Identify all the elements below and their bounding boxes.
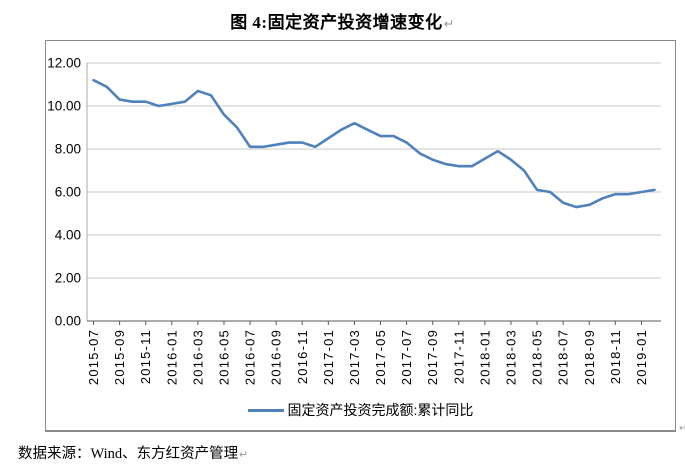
y-axis-label: 8.00 [55,142,81,157]
x-axis-label: 2017-09 [425,329,440,385]
data-series-line [92,78,656,209]
x-axis-label: 2016-01 [164,329,179,385]
x-axis-label: 2018-03 [503,329,518,385]
y-axis-label: 2.00 [55,271,81,286]
x-axis-label: 2016-09 [269,329,284,385]
x-axis-label: 2017-11 [451,329,466,384]
x-axis-label: 2017-01 [321,329,336,385]
legend-line-swatch [247,408,284,412]
x-axis-label: 2016-05 [216,329,231,385]
x-axis-label: 2016-11 [295,329,310,384]
x-axis-label: 2015-07 [86,329,101,385]
x-axis-label: 2018-11 [608,329,623,384]
chart-legend: 固定资产投资完成额:累计同比 [46,400,675,420]
y-axis-label: 4.00 [55,228,81,243]
data-source: 数据来源：Wind、东方红资产管理↵ [18,442,248,463]
chart-title-text: 图 4:固定资产投资增速变化 [230,13,443,32]
x-axis-label: 2017-07 [399,329,414,385]
x-axis-label: 2015-09 [112,329,127,385]
x-axis-label: 2018-09 [582,329,597,385]
chart-title: 图 4:固定资产投资增速变化↵ [0,8,685,33]
line-chart-plot: 0.00 2.00 4.00 6.00 8.00 10.00 12.00 2015-07 201… [47,56,661,385]
x-axis-label: 2018-07 [556,329,571,385]
y-axis-label: 6.00 [55,185,81,200]
x-axis-label: 2016-03 [190,329,205,385]
y-axis-label: 0.00 [55,314,81,329]
x-axis-label: 2019-01 [634,329,649,385]
x-axis-label: 2017-03 [347,329,362,385]
x-axis-label: 2015-11 [138,329,153,384]
legend-label: 固定资产投资完成额:累计同比 [287,402,474,418]
x-axis-label: 2018-01 [477,329,492,385]
return-mark-icon: ↵ [239,448,249,461]
data-source-text: 数据来源：Wind、东方红资产管理 [18,446,239,462]
return-mark-icon: ↵ [443,17,455,32]
x-axis-label: 2017-05 [373,329,388,385]
x-axis-label: 2018-05 [530,329,545,385]
x-axis-label: 2016-07 [243,329,258,385]
y-axis-label: 12.00 [47,56,81,71]
chart-container[interactable]: 0.00 2.00 4.00 6.00 8.00 10.00 12.00 2015-07 201… [45,40,676,432]
y-axis-label: 10.00 [47,99,81,114]
return-mark-icon: ↵ [679,423,685,434]
